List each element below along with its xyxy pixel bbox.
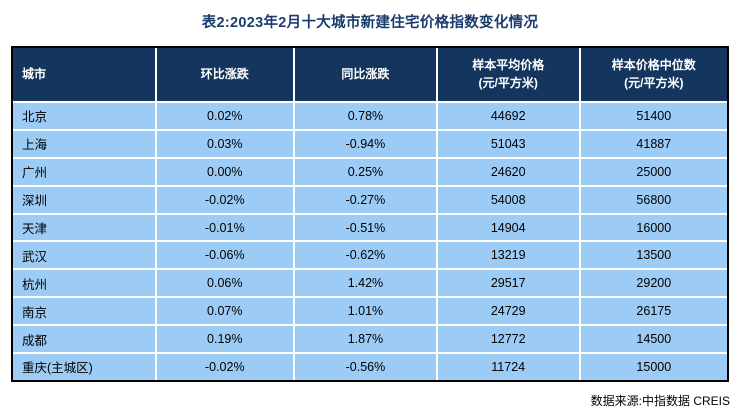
city-name: 重庆(主城区) (13, 354, 157, 380)
data-source-note: 数据来源:中指数据 CREIS (590, 394, 730, 408)
header-avg-unit: (元/平方米) (478, 75, 538, 90)
yoy-value: 0.25% (295, 158, 438, 187)
yoy-value: 0.78% (295, 103, 438, 131)
city-name: 北京 (13, 103, 157, 131)
price-index-table: 城市 环比涨跌 同比涨跌 样本平均价格 (元/平方米) 样本价格中位数 (元/平… (11, 46, 729, 382)
table-row-guangzhou: 广州 0.00% 0.25% 24620 25000 (13, 158, 727, 187)
city-name: 杭州 (13, 270, 157, 299)
mom-value: 0.03% (156, 130, 296, 159)
table-body: 北京 0.02% 0.78% 44692 51400 上海 0.03% -0.9… (13, 103, 727, 380)
median-price-value: 14500 (580, 326, 727, 355)
median-price-value: 15000 (580, 354, 727, 380)
median-price-value: 29200 (580, 270, 727, 299)
median-price-value: 41887 (580, 130, 727, 159)
mom-value: 0.19% (156, 326, 296, 355)
table-row-chengdu: 成都 0.19% 1.87% 12772 14500 (13, 326, 727, 355)
avg-price-value: 54008 (437, 186, 581, 215)
header-city-label: 城市 (22, 66, 47, 81)
header-yoy-label: 同比涨跌 (341, 66, 390, 81)
mom-value: -0.01% (156, 214, 296, 243)
table-row-wuhan: 武汉 -0.06% -0.62% 13219 13500 (13, 242, 727, 271)
yoy-value: -0.94% (295, 130, 438, 159)
avg-price-value: 24620 (437, 158, 581, 187)
table-row-beijing: 北京 0.02% 0.78% 44692 51400 (13, 103, 727, 131)
mom-value: -0.02% (156, 186, 296, 215)
header-row: 城市 环比涨跌 同比涨跌 样本平均价格 (元/平方米) 样本价格中位数 (元/平… (13, 48, 727, 103)
table-row-nanjing: 南京 0.07% 1.01% 24729 26175 (13, 298, 727, 327)
city-name: 南京 (13, 298, 157, 327)
city-name: 武汉 (13, 242, 157, 271)
avg-price-value: 29517 (437, 270, 581, 299)
table-row-hangzhou: 杭州 0.06% 1.42% 29517 29200 (13, 270, 727, 299)
yoy-value: 1.01% (295, 298, 438, 327)
table-title: 表2:2023年2月十大城市新建住宅价格指数变化情况 (201, 15, 539, 31)
header-city: 城市 (13, 48, 157, 103)
city-name: 成都 (13, 326, 157, 355)
yoy-value: -0.51% (295, 214, 438, 243)
avg-price-value: 44692 (437, 103, 581, 131)
mom-value: 0.00% (156, 158, 296, 187)
header-mom-label: 环比涨跌 (200, 66, 249, 81)
table-row-shenzhen: 深圳 -0.02% -0.27% 54008 56800 (13, 186, 727, 215)
median-price-value: 26175 (580, 298, 727, 327)
header-yoy-change: 同比涨跌 (295, 48, 438, 103)
avg-price-value: 11724 (437, 354, 581, 380)
table-header: 城市 环比涨跌 同比涨跌 样本平均价格 (元/平方米) 样本价格中位数 (元/平… (13, 48, 727, 103)
avg-price-value: 14904 (437, 214, 581, 243)
avg-price-value: 13219 (437, 242, 581, 271)
mom-value: -0.02% (156, 354, 296, 380)
city-name: 广州 (13, 158, 157, 187)
table-row-chongqing: 重庆(主城区) -0.02% -0.56% 11724 15000 (13, 354, 727, 380)
mom-value: -0.06% (156, 242, 296, 271)
table-row-tianjin: 天津 -0.01% -0.51% 14904 16000 (13, 214, 727, 243)
yoy-value: -0.56% (295, 354, 438, 380)
median-price-value: 16000 (580, 214, 727, 243)
header-avg-price: 样本平均价格 (元/平方米) (437, 48, 581, 103)
header-median-label: 样本价格中位数 (611, 58, 696, 73)
header-median-unit: (元/平方米) (624, 75, 684, 90)
city-name: 上海 (13, 130, 157, 159)
median-price-value: 13500 (580, 242, 727, 271)
header-avg-label: 样本平均价格 (472, 58, 545, 73)
avg-price-value: 51043 (437, 130, 581, 159)
median-price-value: 51400 (580, 103, 727, 131)
mom-value: 0.06% (156, 270, 296, 299)
mom-value: 0.07% (156, 298, 296, 327)
median-price-value: 25000 (580, 158, 727, 187)
header-median-price: 样本价格中位数 (元/平方米) (580, 48, 727, 103)
header-mom-change: 环比涨跌 (156, 48, 296, 103)
yoy-value: 1.87% (295, 326, 438, 355)
avg-price-value: 24729 (437, 298, 581, 327)
city-name: 深圳 (13, 186, 157, 215)
mom-value: 0.02% (156, 103, 296, 131)
yoy-value: -0.27% (295, 186, 438, 215)
avg-price-value: 12772 (437, 326, 581, 355)
median-price-value: 56800 (580, 186, 727, 215)
city-name: 天津 (13, 214, 157, 243)
table-row-shanghai: 上海 0.03% -0.94% 51043 41887 (13, 130, 727, 159)
yoy-value: 1.42% (295, 270, 438, 299)
yoy-value: -0.62% (295, 242, 438, 271)
